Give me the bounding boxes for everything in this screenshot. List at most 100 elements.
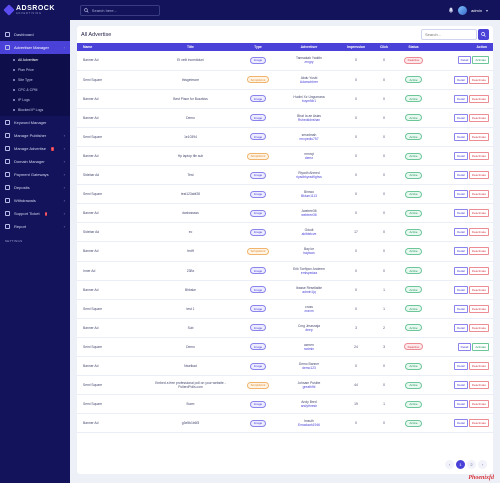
- detail-button[interactable]: Detail: [454, 171, 468, 180]
- global-search-input[interactable]: [91, 7, 159, 13]
- deactivate-button[interactable]: Deactivate: [468, 132, 489, 141]
- deactivate-button[interactable]: Deactivate: [468, 190, 489, 199]
- submenu-item-all-advertiser[interactable]: All Advertiser: [0, 55, 70, 65]
- deactivate-button[interactable]: Deactivate: [468, 228, 489, 237]
- card-header: All Advertise: [77, 26, 493, 43]
- advertiser-username-link[interactable]: radmin: [303, 346, 315, 351]
- deactivate-button[interactable]: Deactivate: [468, 304, 489, 313]
- detail-button[interactable]: Detail: [454, 247, 468, 256]
- advertiser-username-link[interactable]: demo: [304, 156, 314, 161]
- detail-button[interactable]: Detail: [454, 190, 468, 199]
- sidebar-item-keyword-manager[interactable]: Keyword Manager: [0, 116, 70, 129]
- detail-button[interactable]: Detail: [454, 419, 468, 428]
- chevron-down-icon[interactable]: ▾: [485, 7, 488, 13]
- advertiser-username-link[interactable]: Adamohbrer: [299, 79, 319, 84]
- deactivate-button[interactable]: Deactivate: [468, 94, 489, 103]
- advertiser-username-link[interactable]: mrcpedlu757: [299, 136, 319, 141]
- chevron-right-icon: ›: [63, 211, 65, 216]
- chevron-right-icon: ›: [63, 172, 65, 177]
- deactivate-button[interactable]: Deactivate: [468, 75, 489, 84]
- username[interactable]: admin: [471, 7, 482, 13]
- pagination-page-1[interactable]: 1: [456, 460, 465, 469]
- table-search-input[interactable]: [421, 29, 477, 40]
- detail-button[interactable]: Detail: [454, 152, 468, 161]
- detail-button[interactable]: Detail: [454, 323, 468, 332]
- advertiser-username-link[interactable]: andythresh: [300, 404, 318, 409]
- advertiser-username-link[interactable]: akifdelcve: [301, 232, 317, 237]
- deactivate-button[interactable]: Deactivate: [468, 152, 489, 161]
- detail-button[interactable]: Detail: [454, 94, 468, 103]
- advertiser-username-link[interactable]: riyadhkyradfighvs: [296, 175, 322, 180]
- deactivate-button[interactable]: Deactivate: [468, 419, 489, 428]
- ad-type-cell: Image: [238, 223, 278, 242]
- advertiser-username-link[interactable]: emlspedaa: [300, 270, 318, 275]
- deactivate-label: Deactivate: [471, 230, 486, 235]
- sidebar-item-report[interactable]: Report ›: [0, 220, 70, 233]
- status-badge: Deactive: [403, 56, 424, 64]
- sidebar-item-support-ticket[interactable]: Support Ticket! ›: [0, 207, 70, 220]
- detail-button[interactable]: Detail: [454, 75, 468, 84]
- submenu-item-ip-logs[interactable]: IP Logs: [0, 95, 70, 105]
- advertiser-username-link[interactable]: Emaclaah1946: [298, 423, 320, 428]
- sidebar-item-withdrawals[interactable]: Withdrawals ›: [0, 194, 70, 207]
- detail-button[interactable]: Detail: [457, 342, 472, 351]
- sidebar-item-dashboard[interactable]: Dashboard: [0, 28, 70, 41]
- sidebar-item-advertiser-manager[interactable]: Advertiser Manager ›: [0, 41, 70, 54]
- detail-button[interactable]: Detail: [454, 400, 468, 409]
- advertiser-username-link[interactable]: webtree36: [301, 213, 317, 218]
- ad-name: Sidebar Ad: [83, 230, 100, 235]
- advertiser-username-link[interactable]: Rshedddnshan: [297, 117, 321, 122]
- table-search-button[interactable]: [478, 29, 489, 40]
- advertiser-username-link[interactable]: zxzxm: [304, 308, 314, 313]
- submenu-item-plan-price[interactable]: Plan Price: [0, 65, 70, 75]
- deactivate-button[interactable]: Deactivate: [468, 381, 489, 390]
- detail-button[interactable]: Detail: [454, 285, 468, 294]
- click-count: 0: [383, 230, 385, 235]
- deactivate-button[interactable]: Deactivate: [468, 113, 489, 122]
- activate-button[interactable]: Activate: [472, 56, 489, 65]
- sidebar-item-payment-gateways[interactable]: Payment Gateways ›: [0, 168, 70, 181]
- sidebar-item-manage-advertise[interactable]: Manage Advertise! ›: [0, 142, 70, 155]
- detail-button[interactable]: Detail: [454, 266, 468, 275]
- advertiser-username-link[interactable]: deep: [305, 327, 313, 332]
- submenu-item-cpc-cpm[interactable]: CPC & CPM: [0, 85, 70, 95]
- advertiser-username-link[interactable]: zrngry: [304, 60, 314, 65]
- deactivate-button[interactable]: Deactivate: [468, 247, 489, 256]
- brand-logo[interactable]: ADSROCK ADVERTISING: [0, 0, 70, 20]
- detail-button[interactable]: Detail: [454, 228, 468, 237]
- detail-button[interactable]: Detail: [454, 113, 468, 122]
- deactivate-button[interactable]: Deactivate: [468, 266, 489, 275]
- detail-button[interactable]: Detail: [454, 209, 468, 218]
- advertiser-username-link[interactable]: demo123: [302, 366, 316, 371]
- advertiser-username-link[interactable]: admin1jq: [302, 289, 316, 294]
- deactivate-button[interactable]: Deactivate: [468, 209, 489, 218]
- activate-button[interactable]: Activate: [472, 342, 489, 351]
- deactivate-button[interactable]: Deactivate: [468, 400, 489, 409]
- detail-button[interactable]: Detail: [454, 304, 468, 313]
- sidebar-item-domain-manager[interactable]: Domain Manager ›: [0, 155, 70, 168]
- pagination-page-2[interactable]: 2: [467, 460, 476, 469]
- status-badge: Active: [405, 171, 422, 179]
- avatar[interactable]: [458, 5, 468, 15]
- advertiser-username-link[interactable]: Bklum1113: [300, 194, 317, 199]
- deactivate-label: Deactivate: [471, 192, 486, 197]
- detail-button[interactable]: Detail: [457, 56, 472, 65]
- sidebar-item-manage-publisher[interactable]: Manage Publisher ›: [0, 129, 70, 142]
- pagination-next-button[interactable]: ›: [478, 460, 487, 469]
- advertiser-username-link[interactable]: bayisan: [303, 251, 315, 256]
- detail-button[interactable]: Detail: [454, 362, 468, 371]
- sidebar-item-deposits[interactable]: Deposits ›: [0, 181, 70, 194]
- detail-button[interactable]: Detail: [454, 132, 468, 141]
- advertiser-username-link[interactable]: greathfhl: [302, 385, 316, 390]
- deactivate-button[interactable]: Deactivate: [468, 362, 489, 371]
- detail-button[interactable]: Detail: [454, 381, 468, 390]
- deactivate-button[interactable]: Deactivate: [468, 171, 489, 180]
- deactivate-button[interactable]: Deactivate: [468, 285, 489, 294]
- submenu-item-blocked-ip-logs[interactable]: Blocked IP Logs: [0, 105, 70, 115]
- advertiser-username-link[interactable]: buymNb1: [301, 98, 317, 103]
- pagination-prev-button[interactable]: ‹: [445, 460, 454, 469]
- submenu-item-site-type[interactable]: Site Type: [0, 75, 70, 85]
- type-badge: Image: [249, 171, 267, 179]
- bell-icon[interactable]: [448, 7, 454, 13]
- deactivate-button[interactable]: Deactivate: [468, 323, 489, 332]
